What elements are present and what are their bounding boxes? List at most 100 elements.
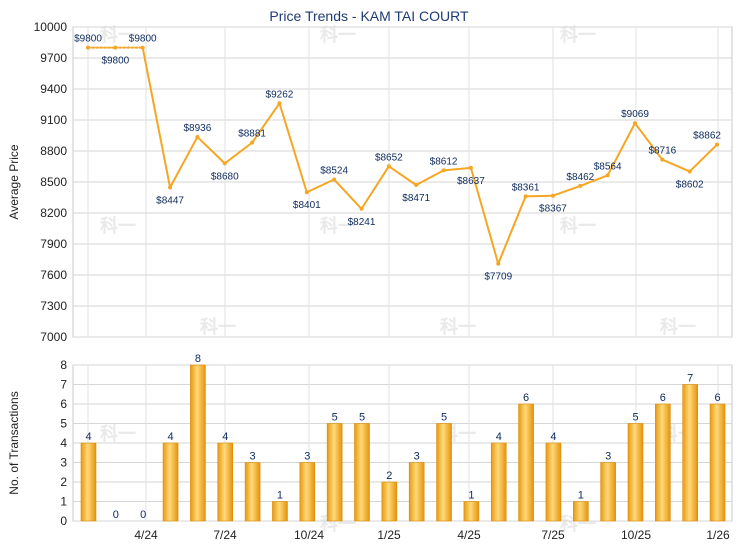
price-value-label: $8602: [676, 179, 704, 190]
transaction-count-label: 3: [250, 451, 256, 463]
transaction-count-label: 6: [523, 392, 529, 404]
price-value-label: $9800: [74, 34, 102, 45]
chart-title: Price Trends - KAM TAI COURT: [269, 8, 469, 24]
transaction-bar: [272, 501, 288, 522]
price-point: [660, 157, 665, 162]
price-value-label: $8936: [183, 123, 211, 134]
transactions-tick-label: 2: [60, 475, 67, 489]
watermark-text: 科一: [560, 215, 596, 237]
transactions-tick-label: 7: [60, 378, 67, 392]
transaction-count-label: 5: [359, 412, 365, 424]
transaction-bar: [381, 481, 398, 522]
transaction-count-label: 3: [414, 451, 420, 463]
price-line-segment: [469, 166, 500, 265]
transactions-grid: 0 1 2 3 4 5 6 7 8 4/24 7/24 10/24 1/25 4/25 7/25 10/25 1…: [60, 358, 733, 542]
transaction-count-label: 3: [605, 451, 611, 463]
transaction-count-label: 1: [277, 490, 283, 502]
price-line: [86, 45, 720, 266]
watermark-text: 科一: [560, 24, 596, 46]
transaction-count-label: 7: [687, 373, 693, 385]
price-value-label: $9800: [129, 34, 157, 45]
transactions-tick-label: 4: [60, 436, 67, 450]
transaction-count-label: 4: [496, 431, 502, 443]
watermark-text: 科一: [200, 316, 236, 338]
price-point: [468, 165, 473, 170]
transactions-axis-label: No. of Transactions: [7, 391, 21, 494]
transaction-count-label: 4: [167, 431, 173, 443]
price-point: [414, 182, 419, 187]
price-value-label: $9069: [621, 109, 649, 120]
price-axis-label: Average Price: [7, 144, 21, 219]
price-tick-label: 8500: [40, 175, 67, 189]
transaction-count-label: 0: [140, 509, 146, 521]
price-point: [277, 101, 282, 106]
transaction-bar: [244, 462, 261, 522]
transaction-bar: [190, 364, 206, 522]
watermark-text: 科一: [100, 215, 136, 237]
price-line-segment: [387, 165, 418, 186]
transaction-bar: [162, 442, 179, 522]
price-value-label: $8881: [238, 129, 266, 140]
price-value-label: $8716: [648, 146, 676, 157]
price-value-label: $8637: [457, 176, 485, 187]
transaction-bar: [627, 423, 644, 522]
price-point: [250, 140, 255, 145]
transactions-tick-label: 8: [60, 358, 67, 372]
price-point: [195, 134, 200, 139]
transaction-bar: [572, 501, 589, 522]
transactions-tick-label: 1: [60, 495, 67, 509]
price-value-label: $8367: [539, 204, 567, 215]
price-line-segment: [661, 158, 691, 173]
transaction-count-label: 5: [441, 412, 447, 424]
price-point: [715, 142, 720, 147]
price-line-segment: [551, 184, 582, 197]
transaction-count-label: 1: [578, 490, 584, 502]
price-point: [86, 45, 90, 50]
price-point: [332, 177, 337, 182]
watermark-text: 科一: [660, 316, 696, 338]
transactions-tick-label: 3: [60, 456, 67, 470]
price-value-label: $8462: [566, 172, 594, 183]
x-tick-label: 7/25: [541, 528, 565, 542]
price-tick-label: 7300: [40, 299, 67, 313]
price-value-label: $8447: [156, 195, 184, 206]
watermark-text: 科一: [320, 215, 356, 237]
transaction-bar: [545, 442, 562, 522]
price-tick-label: 8800: [40, 144, 67, 158]
transactions-bars: [80, 364, 726, 522]
transaction-count-label: 6: [714, 392, 720, 404]
transaction-count-label: 5: [332, 412, 338, 424]
price-value-label: $8524: [320, 166, 348, 177]
price-line-segment: [360, 165, 390, 210]
transactions-tick-label: 5: [60, 417, 67, 431]
price-point: [523, 194, 528, 199]
x-tick-label: 4/25: [457, 528, 481, 542]
price-tick-label: 9400: [40, 82, 67, 96]
transaction-bar: [217, 442, 234, 522]
price-value-label: $9262: [266, 89, 294, 100]
price-point: [359, 206, 364, 211]
price-value-label: $8652: [375, 152, 403, 163]
x-tick-label: 7/24: [213, 528, 237, 542]
price-line-segment: [278, 102, 308, 194]
price-line-segment: [169, 135, 199, 189]
transactions-tick-label: 0: [60, 514, 67, 528]
transaction-bar: [490, 442, 507, 522]
transaction-bar: [408, 462, 425, 522]
price-point: [140, 45, 145, 50]
price-value-label: $7709: [484, 272, 512, 283]
transaction-bar: [682, 384, 699, 522]
transaction-bar: [518, 403, 534, 522]
price-tick-label: 8200: [40, 206, 67, 220]
transaction-bar: [80, 442, 97, 522]
price-line-segment: [606, 122, 636, 177]
price-line-segment: [305, 178, 336, 194]
price-point: [496, 261, 501, 266]
price-point: [687, 169, 692, 174]
price-value-label: $8361: [512, 182, 540, 193]
price-line-segment: [688, 143, 719, 173]
transaction-bar: [463, 501, 480, 522]
price-point: [222, 161, 227, 166]
price-line-segment: [497, 195, 527, 265]
